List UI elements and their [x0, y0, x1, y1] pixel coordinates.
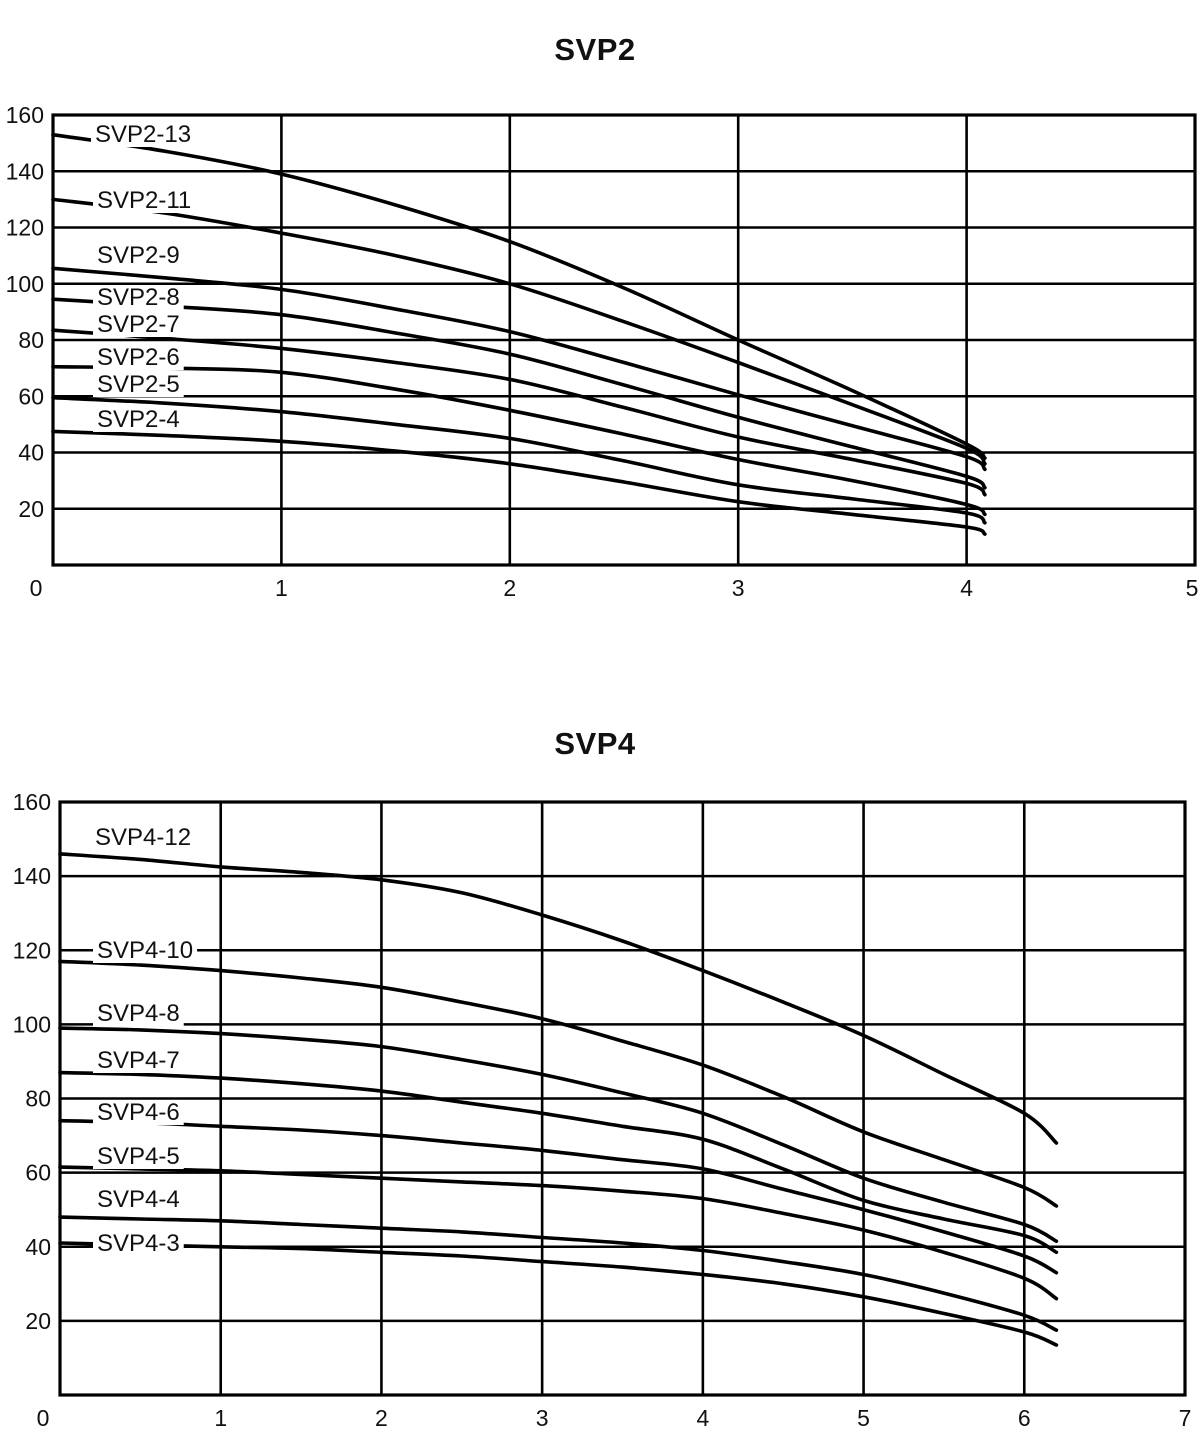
curve-SVP2-9 [51, 266, 987, 472]
series-label-bg-SVP2-9 [93, 243, 184, 268]
series-label-bg-SVP2-13 [91, 122, 196, 147]
y-tick-label-40: 40 [18, 440, 44, 466]
curve-SVP2-13 [51, 132, 987, 460]
series-label-bg-SVP4-10 [93, 938, 198, 963]
x-tick-label-7: 7 [1179, 1405, 1192, 1431]
x-tick-label-5: 5 [1186, 575, 1199, 601]
x-tick-label-5: 5 [857, 1405, 870, 1431]
y-tick-label-140: 140 [13, 863, 51, 889]
series-label-SVP2-11: SVP2-11 [97, 187, 191, 214]
x-tick-label-2: 2 [375, 1405, 388, 1431]
series-label-SVP4-7: SVP4-7 [97, 1047, 180, 1074]
y-tick-label-160: 160 [6, 102, 44, 128]
series-label-bg-SVP4-3 [93, 1231, 184, 1256]
series-label-SVP2-4: SVP2-4 [97, 406, 180, 433]
series-label-SVP2-9: SVP2-9 [97, 242, 180, 269]
x-tick-label-3: 3 [732, 575, 745, 601]
curve-SVP4-12 [58, 852, 1059, 1145]
series-label-SVP2-7: SVP2-7 [97, 311, 180, 338]
series-label-bg-SVP4-12 [91, 825, 196, 850]
series-label-bg-SVP4-6 [93, 1100, 184, 1125]
series-label-bg-SVP2-11 [93, 188, 196, 213]
y-tick-label-60: 60 [25, 1160, 51, 1186]
curve-SVP4-4 [58, 1215, 1059, 1332]
curve-SVP4-3 [58, 1241, 1059, 1347]
y-tick-label-60: 60 [18, 383, 44, 409]
x-tick-label-1: 1 [275, 575, 288, 601]
y-tick-label-80: 80 [18, 327, 44, 353]
origin-tick-label: 0 [37, 1405, 50, 1431]
x-tick-label-4: 4 [960, 575, 973, 601]
series-label-bg-SVP2-4 [93, 407, 184, 432]
y-tick-label-40: 40 [25, 1234, 51, 1260]
x-tick-label-3: 3 [536, 1405, 549, 1431]
x-tick-label-2: 2 [503, 575, 516, 601]
y-tick-label-100: 100 [6, 271, 44, 297]
curve-SVP4-10 [58, 959, 1059, 1208]
y-tick-label-20: 20 [25, 1308, 51, 1334]
y-tick-label-100: 100 [13, 1011, 51, 1037]
x-tick-label-4: 4 [696, 1405, 709, 1431]
series-label-SVP2-6: SVP2-6 [97, 344, 180, 371]
curve-SVP2-5 [51, 395, 987, 525]
chart-title-svp4: SVP4 [554, 726, 636, 761]
series-label-SVP2-8: SVP2-8 [97, 284, 180, 311]
series-label-SVP2-5: SVP2-5 [97, 371, 180, 398]
y-tick-label-160: 160 [13, 789, 51, 815]
y-tick-label-120: 120 [13, 937, 51, 963]
series-label-SVP4-8: SVP4-8 [97, 1000, 180, 1027]
curve-SVP2-6 [51, 364, 987, 517]
pump-curve-chart-svp2: SVP2-13SVP2-11SVP2-9SVP2-8SVP2-7SVP2-6SV… [6, 102, 1199, 601]
series-label-bg-SVP4-8 [93, 1001, 184, 1026]
x-tick-label-6: 6 [1018, 1405, 1031, 1431]
series-label-SVP4-6: SVP4-6 [97, 1099, 180, 1126]
y-tick-label-120: 120 [6, 215, 44, 241]
curve-SVP4-8 [58, 1026, 1059, 1243]
y-tick-label-80: 80 [25, 1086, 51, 1112]
series-label-SVP4-12: SVP4-12 [95, 824, 191, 851]
chart-title-svp2: SVP2 [554, 32, 636, 67]
x-tick-label-1: 1 [214, 1405, 227, 1431]
series-label-SVP4-4: SVP4-4 [97, 1186, 180, 1213]
curve-SVP2-8 [51, 297, 987, 490]
series-label-SVP4-10: SVP4-10 [97, 937, 193, 964]
curve-SVP2-4 [51, 429, 987, 536]
pump-curve-chart-svp4: SVP4-12 SVP4-10 SVP4-8 SVP4-7 SVP4-6 SVP4-5 SV… [13, 789, 1192, 1431]
plot-border [58, 800, 1187, 1397]
y-tick-label-20: 20 [18, 496, 44, 522]
series-label-SVP4-3: SVP4-3 [97, 1230, 180, 1257]
curve-SVP2-11 [51, 197, 987, 466]
series-label-SVP2-13: SVP2-13 [95, 121, 191, 148]
series-label-bg-SVP2-6 [93, 345, 184, 370]
series-label-bg-SVP4-5 [93, 1144, 184, 1169]
series-label-bg-SVP2-7 [93, 312, 184, 337]
curve-SVP4-6 [58, 1118, 1059, 1275]
series-label-SVP4-5: SVP4-5 [97, 1143, 180, 1170]
series-label-bg-SVP2-5 [93, 372, 184, 397]
plot-border [51, 113, 1197, 567]
curve-SVP2-7 [51, 328, 987, 497]
origin-tick-label: 0 [30, 575, 43, 601]
curve-SVP4-5 [58, 1165, 1059, 1301]
y-tick-label-140: 140 [6, 158, 44, 184]
series-label-bg-SVP4-4 [93, 1187, 184, 1212]
curve-SVP4-7 [58, 1070, 1059, 1255]
series-label-bg-SVP4-7 [93, 1048, 184, 1073]
series-label-bg-SVP2-8 [93, 285, 184, 310]
